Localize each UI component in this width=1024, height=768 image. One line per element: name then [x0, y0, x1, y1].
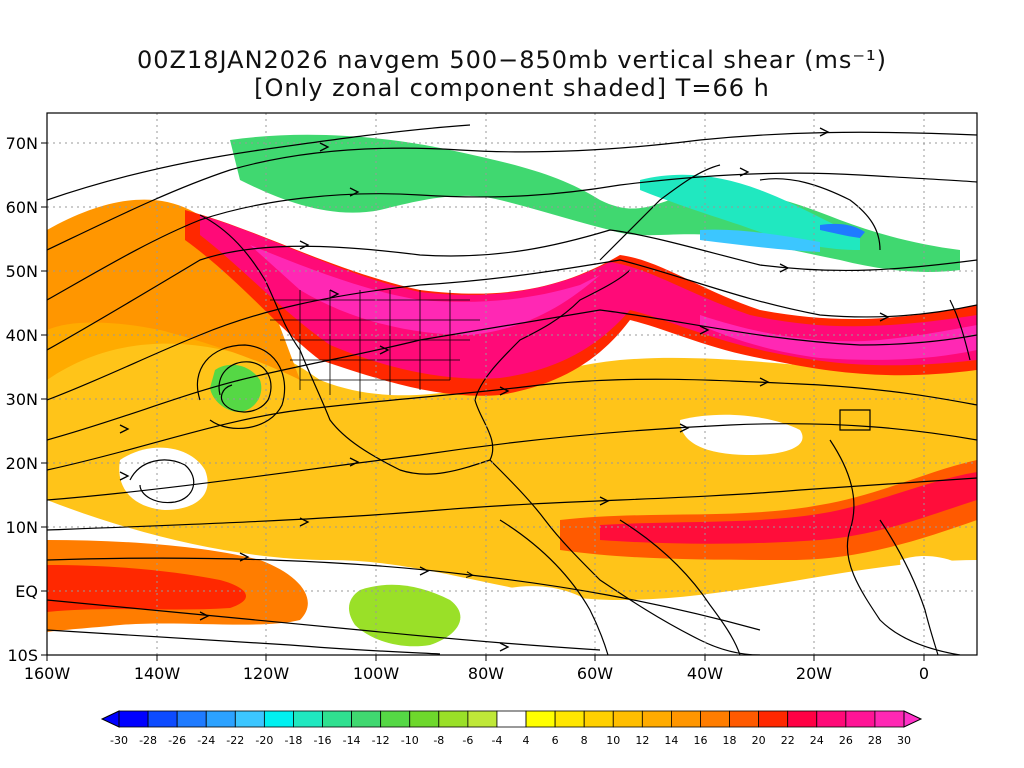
chart-title-line2: [Only zonal component shaded] T=66 h	[254, 74, 770, 102]
lon-tick-label: 60W	[577, 664, 613, 683]
colorbar-labels: -30 -28 -26 -24 -22 -20 -18 -16 -14 -12 -10 -8 -6 -4 4…	[110, 734, 911, 747]
lon-tick-label: 160W	[24, 664, 71, 683]
colorbar-cell	[496, 710, 527, 728]
colorbar-label: 12	[635, 734, 649, 747]
lon-tick-label: 0	[919, 664, 929, 683]
lon-tick-label: 120W	[243, 664, 290, 683]
lat-tick-label: 10S	[7, 646, 38, 665]
colorbar-label: 10	[606, 734, 620, 747]
colorbar-under-arrow	[100, 710, 120, 728]
lon-tick-label: 80W	[468, 664, 504, 683]
colorbar-over-arrow	[903, 710, 923, 728]
colorbar-label: -4	[491, 734, 502, 747]
colorbar-label: -30	[110, 734, 128, 747]
lat-tick-label: 70N	[6, 134, 38, 153]
colorbar-cell	[176, 710, 207, 728]
colorbar-label: -28	[139, 734, 157, 747]
lat-tick-label: 40N	[6, 326, 38, 345]
colorbar-cell	[205, 710, 236, 728]
colorbar-label: -26	[168, 734, 186, 747]
colorbar-cell	[816, 710, 847, 728]
map-plot-area	[47, 113, 977, 655]
lon-axis: 160W 140W 120W 100W 80W 60W 40W 20W 0	[24, 664, 929, 683]
lat-tick-label: 30N	[6, 390, 38, 409]
lat-tick-label: 20N	[6, 454, 38, 473]
lon-tick-label: 100W	[353, 664, 400, 683]
lon-tick-label: 140W	[134, 664, 181, 683]
colorbar-cell	[351, 710, 382, 728]
colorbar-cell	[525, 710, 556, 728]
colorbar-cell	[438, 710, 469, 728]
lat-tick-label: 60N	[6, 198, 38, 217]
colorbar-cell	[554, 710, 585, 728]
colorbar-label: -6	[462, 734, 473, 747]
colorbar-cell	[700, 710, 730, 728]
lon-tick-label: 20W	[796, 664, 832, 683]
lat-tick-label: 10N	[6, 518, 38, 537]
colorbar-cell	[671, 710, 701, 728]
colorbar-label: -24	[197, 734, 215, 747]
colorbar-cell	[583, 710, 614, 728]
colorbar: -30 -28 -26 -24 -22 -20 -18 -16 -14 -12 -10 -8 -6 -4 4…	[100, 710, 923, 747]
colorbar-cell	[467, 710, 498, 728]
colorbar-label: -18	[284, 734, 302, 747]
chart-title-line1: 00Z18JAN2026 navgem 500−850mb vertical s…	[136, 46, 888, 74]
colorbar-cell	[118, 710, 149, 728]
colorbar-cell	[874, 710, 905, 728]
colorbar-label: 30	[897, 734, 911, 747]
colorbar-label: 24	[810, 734, 824, 747]
colorbar-cell	[729, 710, 760, 728]
colorbar-label: -22	[226, 734, 244, 747]
colorbar-label: 4	[523, 734, 530, 747]
colorbar-label: -12	[372, 734, 390, 747]
colorbar-cell	[758, 710, 789, 728]
colorbar-label: -14	[343, 734, 361, 747]
lon-tick-label: 40W	[687, 664, 723, 683]
streamline-arrows	[119, 127, 890, 652]
colorbar-cell	[612, 710, 643, 728]
colorbar-cell	[322, 710, 352, 728]
colorbar-cell	[641, 710, 672, 728]
state-borders	[270, 290, 480, 400]
shear-shading	[47, 134, 977, 650]
lat-axis: 10S EQ 10N 20N 30N 40N 50N 60N 70N	[6, 134, 38, 665]
map-frame	[46, 112, 978, 656]
colorbar-label: 28	[868, 734, 882, 747]
colorbar-label: 14	[664, 734, 678, 747]
colorbar-cell	[845, 710, 876, 728]
lat-tick-label: 50N	[6, 262, 38, 281]
colorbar-label: -16	[314, 734, 332, 747]
colorbar-label: 8	[581, 734, 588, 747]
colorbar-label: -10	[401, 734, 419, 747]
colorbar-cell	[787, 710, 818, 728]
colorbar-label: 6	[552, 734, 559, 747]
colorbar-label: 26	[839, 734, 853, 747]
graticule	[47, 113, 977, 655]
colorbar-label: 20	[752, 734, 766, 747]
streamlines	[47, 124, 977, 655]
colorbar-cells	[118, 710, 905, 728]
colorbar-label: -20	[255, 734, 273, 747]
colorbar-cell	[380, 710, 411, 728]
colorbar-cell	[409, 710, 440, 728]
colorbar-cell	[263, 710, 294, 728]
colorbar-cell	[293, 710, 323, 728]
colorbar-label: -8	[433, 734, 444, 747]
lat-tick-label: EQ	[15, 582, 38, 601]
colorbar-label: 18	[723, 734, 737, 747]
axis-ticks	[41, 142, 925, 661]
colorbar-cell	[147, 710, 178, 728]
colorbar-label: 16	[693, 734, 707, 747]
colorbar-cell	[234, 710, 265, 728]
colorbar-label: 22	[781, 734, 795, 747]
